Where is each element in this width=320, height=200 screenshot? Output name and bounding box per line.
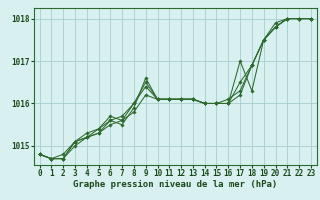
X-axis label: Graphe pression niveau de la mer (hPa): Graphe pression niveau de la mer (hPa)	[73, 180, 277, 189]
